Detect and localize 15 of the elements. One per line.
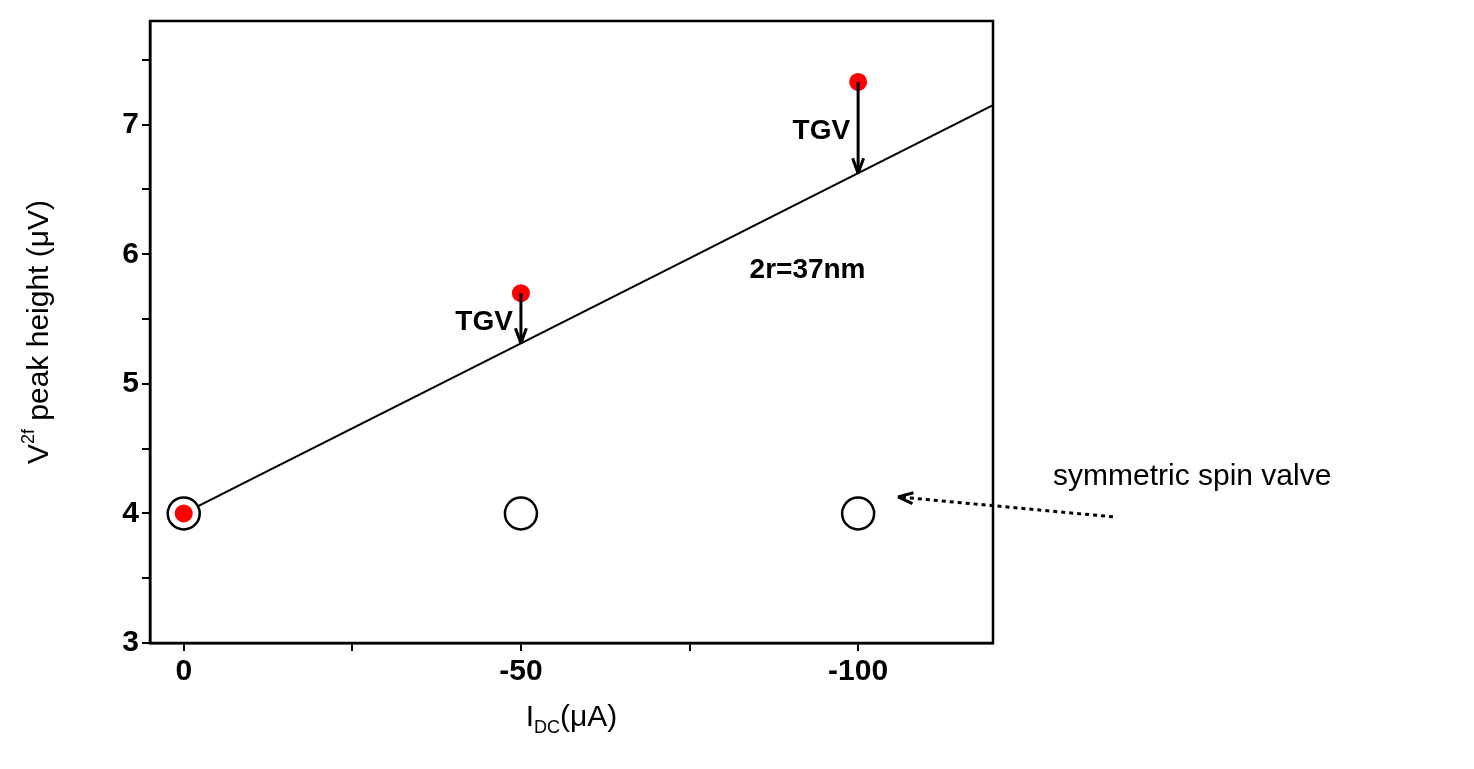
- y-tick-label: 7: [122, 105, 139, 139]
- point: [840, 496, 876, 531]
- y-tick-label: 5: [122, 365, 139, 399]
- y-tick-label: 6: [122, 235, 139, 269]
- y-tick-label: 3: [122, 624, 139, 658]
- x-tick-label: 0: [175, 653, 193, 687]
- annotation: TGV: [455, 304, 514, 336]
- x-tick-label: -50: [499, 653, 543, 687]
- point: [503, 496, 539, 531]
- text: symmetric spin valve: [1053, 458, 1332, 492]
- x-tick-label: -100: [828, 653, 889, 687]
- annotation: TGV: [792, 114, 851, 146]
- annotation: 2r=37nm: [749, 252, 866, 284]
- y-axis-title: V2f peak height (μV): [18, 199, 55, 465]
- y-tick-label: 4: [122, 494, 140, 528]
